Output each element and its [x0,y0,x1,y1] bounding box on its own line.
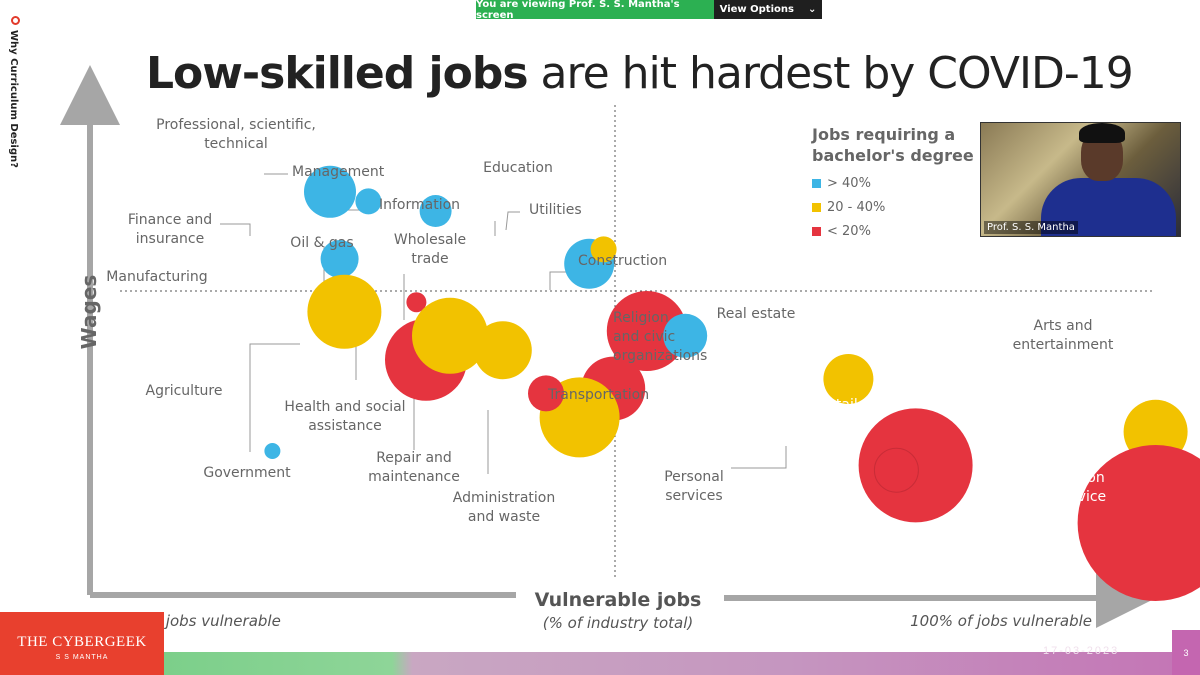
x-axis-label: Vulnerable jobs [535,589,702,611]
label-management: Management [292,164,385,180]
legend-item: 20 - 40% [812,195,974,219]
slide-title-rest: are hit hardest by COVID-19 [527,48,1134,99]
x-axis-sublabel: (% of industry total) [543,614,693,632]
label-utilities: Utilities [529,202,582,218]
bubble-retail-trade [858,408,973,523]
y-axis-label: Wages [77,275,101,350]
label-personal-services: Personal services [664,469,724,504]
brand-dot-icon [11,16,20,25]
page-number: 3 [1172,630,1200,675]
bubble-religion-and-civic-organizations [663,313,708,358]
bubble-label-layer: Professional, scientific, technical Manage… [106,117,1114,525]
side-title-strip: Why Curriculum Design? [3,8,27,168]
legend-label: < 20% [827,223,871,239]
label-health-and-social-assistance: Health and social assistance [284,399,405,434]
legend-items: > 40% 20 - 40% < 20% [812,171,974,243]
legend-item: < 20% [812,219,974,243]
legend-swatch [812,226,821,236]
legend: Jobs requiring a bachelor's degree > 40%… [812,125,974,243]
brand-sub: S S MANTHA [55,654,109,661]
bubble-government [412,297,488,374]
bubble-layer [264,165,1200,601]
label-real-estate: Real estate [717,306,796,322]
participant-hair [1079,123,1125,143]
legend-label: > 40% [827,175,871,191]
legend-swatch [812,178,821,188]
participant-body [1041,178,1176,236]
label-construction: Construction [578,253,667,269]
label-agriculture: Agriculture [146,383,223,399]
label-transportation: Transportation [547,387,649,403]
chevron-down-icon: ⌄ [807,4,817,15]
label-government: Government [203,465,291,481]
label-wholesale-trade: Wholesale trade [394,232,466,267]
label-professional-scientific-technical: Professional, scientific, technical [156,117,316,152]
view-options-button[interactable]: View Options ⌄ [714,0,822,19]
label-retail-trade: Retail trade [818,397,858,432]
bubble-oil-gas [406,292,427,313]
participant-name: Prof. S. S. Mantha [984,221,1078,234]
bubble-information [419,195,452,227]
bubble-professional-scientific-technical [304,165,356,218]
slide-title-bold: Low-skilled jobs [146,48,529,99]
bubble-finance-and-insurance [320,240,359,278]
legend-swatch [812,202,821,212]
bubble-manufacturing [307,274,382,349]
label-finance-and-insurance: Finance and insurance [128,212,212,247]
video-tile[interactable]: Prof. S. S. Mantha [980,122,1181,237]
bubble-repair-and-maintenance [528,375,564,412]
bubble-construction [606,291,687,371]
bubble-management [355,188,382,215]
label-oil-gas: Oil & gas [290,235,353,251]
legend-title-2: bachelor's degree [812,146,974,165]
slide-date: 17-03-2023 [1043,645,1120,657]
label-administration-and-waste: Administration and waste [453,490,555,525]
label-information: Information [379,197,460,213]
label-arts-and-entertainment: Arts and entertainment [1013,318,1114,353]
label-education: Education [483,160,553,176]
bubble-personal-services [873,447,919,493]
bubble-utilities [590,236,617,263]
bubble-real-estate [823,354,874,404]
legend-item: > 40% [812,171,974,195]
x-axis-right-note: 100% of jobs vulnerable [910,612,1092,630]
screen-share-bar: You are viewing Prof. S. S. Mantha's scr… [476,0,822,21]
view-options-label: View Options [719,4,794,15]
label-manufacturing: Manufacturing [106,269,207,285]
bubble-agriculture [264,443,281,459]
viewing-notice: You are viewing Prof. S. S. Mantha's scr… [476,0,714,21]
label-repair-and-maintenance: Repair and maintenance [368,450,460,485]
brand-logo: THE CYBERGEEK S S MANTHA [0,612,164,675]
bubble-wholesale-trade [473,321,532,380]
brand-name: THE CYBERGEEK [17,634,147,650]
bubble-accommodation-and-food-service [1077,445,1200,601]
slide-footer-bar [164,652,1200,675]
legend-label: 20 - 40% [827,199,886,215]
slide-title: Low-skilled jobs are hit hardest by COVI… [146,48,1134,99]
label-religion-and-civic-organizations: Religion and civic organizations [613,310,707,364]
legend-title-1: Jobs requiring a [812,125,956,144]
label-accommodation-and-food-service: Accommodation and food service [990,470,1106,505]
label-leader-lines [220,173,787,474]
chart-axes [60,65,1156,628]
